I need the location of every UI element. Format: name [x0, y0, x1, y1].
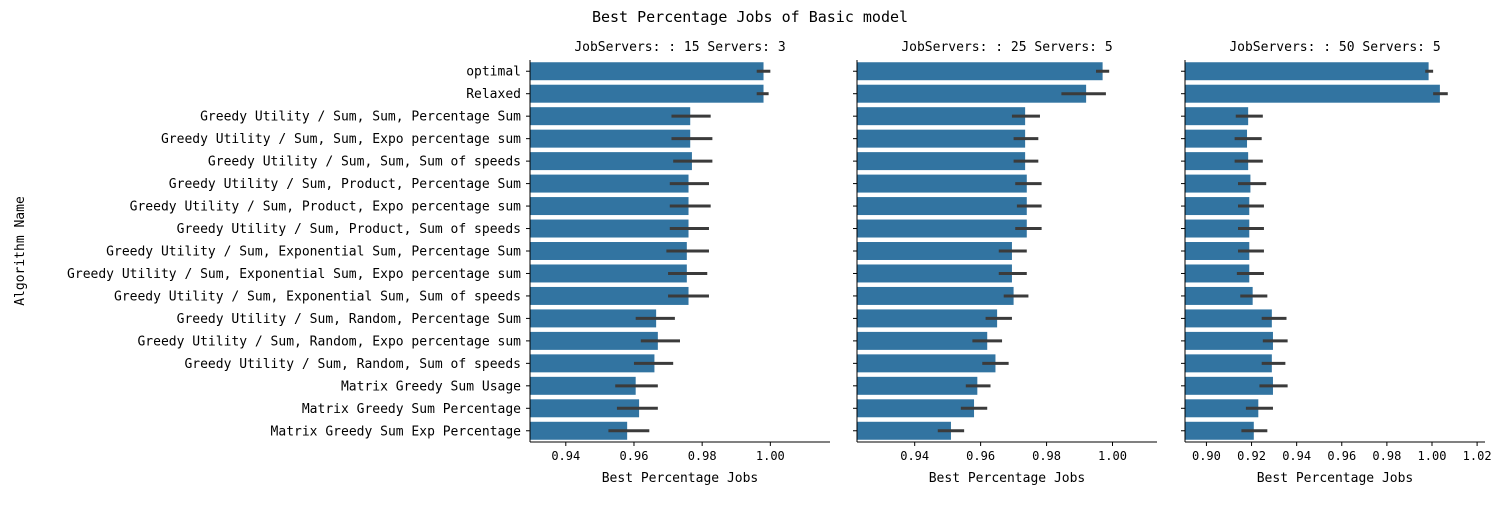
bar	[1185, 286, 1253, 305]
bar	[857, 107, 1026, 126]
bar	[857, 309, 998, 328]
bar	[1185, 376, 1273, 395]
bar	[857, 84, 1087, 103]
bar	[530, 331, 658, 350]
bar	[1185, 399, 1259, 418]
bar	[1185, 219, 1250, 238]
x-tick-label: 1.02	[1463, 449, 1492, 463]
bar	[530, 309, 657, 328]
bar	[857, 219, 1027, 238]
chart-panels: JobServers: : 15 Servers: 3 optimal Relaxe…	[67, 40, 1492, 486]
bar	[1185, 264, 1250, 283]
x-tick-label: 0.92	[1237, 449, 1266, 463]
bar	[530, 376, 636, 395]
x-axis-label: Best Percentage Jobs	[602, 471, 759, 486]
x-tick-label: 0.98	[688, 449, 717, 463]
bar	[857, 286, 1014, 305]
bar	[1185, 152, 1249, 171]
bar	[530, 107, 691, 126]
bar	[530, 174, 689, 193]
y-tick-label: Greedy Utility / Sum, Exponential Sum, E…	[67, 267, 521, 282]
bar	[530, 62, 764, 81]
chart-panel-3: JobServers: : 50 Servers: 5 0.90 0.92 0.94 0…	[1181, 40, 1492, 486]
bar	[530, 264, 687, 283]
bar	[1185, 331, 1273, 350]
x-tick-label: 0.94	[1282, 449, 1311, 463]
x-tick-label: 0.98	[1372, 449, 1401, 463]
chart-panel-1: JobServers: : 15 Servers: 3 optimal Relaxe…	[67, 40, 830, 486]
x-tick-label: 0.94	[900, 449, 929, 463]
bar	[1185, 354, 1272, 373]
panel-title: JobServers: : 15 Servers: 3	[574, 40, 785, 55]
bar	[530, 129, 691, 148]
bar	[857, 242, 1012, 260]
x-tick-label: 1.00	[1418, 449, 1447, 463]
bar	[1185, 84, 1440, 103]
bar	[530, 242, 687, 260]
bar	[530, 354, 655, 373]
y-tick-label: optimal	[466, 65, 521, 80]
x-tick-label: 1.00	[756, 449, 785, 463]
bar	[530, 84, 764, 103]
y-tick-label: Greedy Utility / Sum, Sum, Expo percenta…	[161, 132, 521, 147]
x-tick-label: 1.00	[1098, 449, 1127, 463]
bar	[1185, 197, 1250, 216]
chart-panel-2: JobServers: : 25 Servers: 5 0.94 0.96 0.98 1…	[853, 40, 1157, 486]
bar	[1185, 129, 1248, 148]
y-tick-label: Greedy Utility / Sum, Product, Percentag…	[169, 177, 521, 192]
y-tick-label: Matrix Greedy Sum Exp Percentage	[271, 424, 522, 439]
bar	[857, 174, 1027, 193]
bar	[1185, 107, 1249, 126]
x-tick-label: 0.96	[1327, 449, 1356, 463]
bar	[530, 421, 628, 440]
x-axis-label: Best Percentage Jobs	[929, 471, 1086, 486]
bar	[857, 399, 975, 418]
y-tick-label: Greedy Utility / Sum, Exponential Sum, P…	[106, 245, 521, 260]
y-tick-label: Greedy Utility / Sum, Random, Percentage…	[177, 312, 522, 327]
y-tick-label: Matrix Greedy Sum Usage	[341, 379, 521, 394]
y-tick-label: Relaxed	[466, 87, 521, 102]
y-tick-label: Greedy Utility / Sum, Sum, Percentage Su…	[200, 110, 521, 125]
y-tick-label: Greedy Utility / Sum, Product, Expo perc…	[130, 200, 522, 215]
chart-suptitle: Best Percentage Jobs of Basic model	[592, 8, 908, 26]
bar	[530, 399, 640, 418]
bar	[1185, 309, 1272, 328]
bar	[857, 421, 951, 440]
bar	[1185, 174, 1251, 193]
x-tick-label: 0.96	[620, 449, 649, 463]
y-axis-label: Algorithm Name	[13, 196, 28, 306]
y-tick-label: Greedy Utility / Sum, Product, Sum of sp…	[177, 222, 521, 237]
x-tick-label: 0.96	[966, 449, 995, 463]
panel-title: JobServers: : 25 Servers: 5	[901, 40, 1112, 55]
bar	[530, 219, 689, 238]
bar	[530, 152, 692, 171]
bar	[857, 62, 1103, 81]
x-tick-label: 0.98	[1032, 449, 1061, 463]
bar	[857, 354, 996, 373]
x-tick-label: 0.94	[551, 449, 580, 463]
y-tick-label: Greedy Utility / Sum, Random, Sum of spe…	[184, 357, 521, 372]
bar	[857, 264, 1012, 283]
y-tick-label: Greedy Utility / Sum, Exponential Sum, S…	[114, 289, 521, 304]
bar	[530, 286, 689, 305]
bar	[1185, 62, 1429, 81]
y-tick-label: Greedy Utility / Sum, Random, Expo perce…	[137, 334, 521, 349]
bar	[857, 129, 1026, 148]
x-tick-label: 0.90	[1192, 449, 1221, 463]
bar	[1185, 242, 1250, 260]
x-axis-label: Best Percentage Jobs	[1257, 471, 1414, 486]
bar	[530, 197, 689, 216]
bar	[857, 331, 988, 350]
bar	[857, 152, 1026, 171]
y-tick-label: Greedy Utility / Sum, Sum, Sum of speeds	[208, 155, 521, 170]
bar	[857, 197, 1027, 216]
y-tick-label: Matrix Greedy Sum Percentage	[302, 402, 521, 417]
panel-title: JobServers: : 50 Servers: 5	[1229, 40, 1440, 55]
bar	[857, 376, 978, 395]
bar	[1185, 421, 1254, 440]
